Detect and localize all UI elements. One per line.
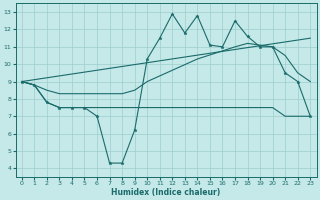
X-axis label: Humidex (Indice chaleur): Humidex (Indice chaleur) [111, 188, 221, 197]
